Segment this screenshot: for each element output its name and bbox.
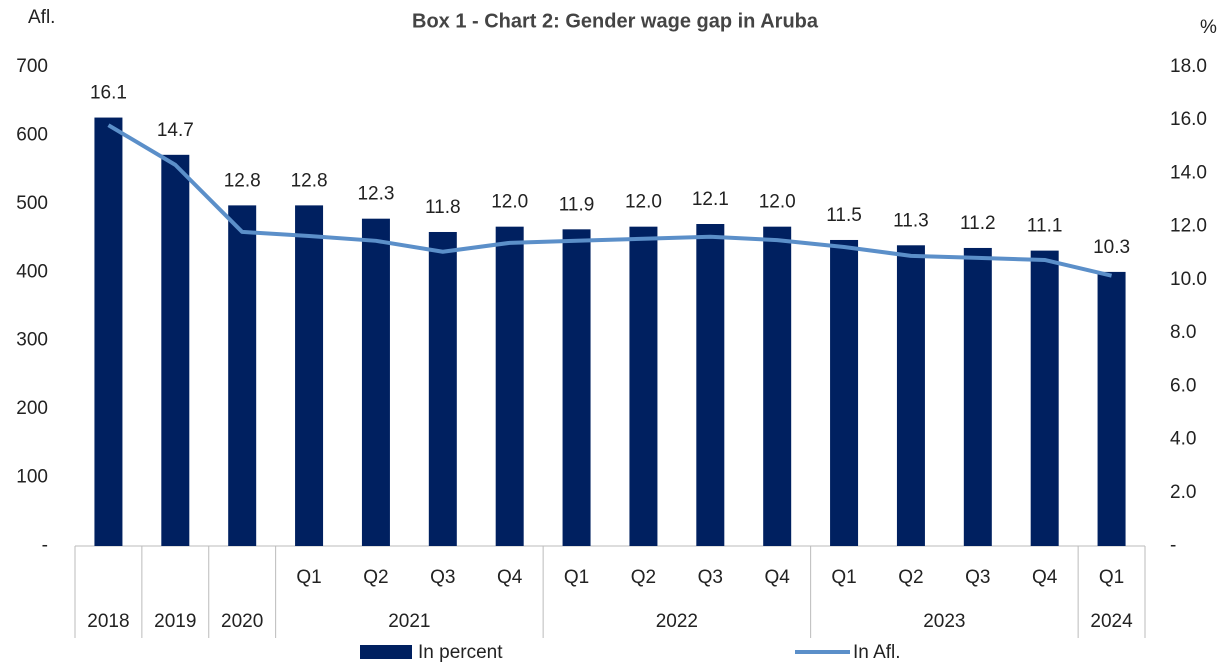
y2-tick-label: 10.0 <box>1170 269 1207 290</box>
data-label: 11.8 <box>425 197 461 218</box>
data-label: 14.7 <box>157 120 194 141</box>
y-tick-label: 700 <box>16 56 48 77</box>
y2-tick-label: 16.0 <box>1170 109 1207 130</box>
x-tick-label: Q2 <box>898 567 923 588</box>
x-tick-label: Q2 <box>631 567 656 588</box>
data-label: 12.3 <box>357 184 394 205</box>
chart-title: Box 1 - Chart 2: Gender wage gap in Arub… <box>412 10 819 32</box>
legend-label: In Afl. <box>853 642 901 663</box>
data-label: 11.1 <box>1027 216 1063 237</box>
x-tick-label: Q3 <box>430 567 455 588</box>
data-label: 10.3 <box>1093 237 1130 258</box>
x-tick-label: Q3 <box>698 567 723 588</box>
bar <box>696 224 725 546</box>
bar <box>562 229 591 547</box>
bar <box>161 154 190 547</box>
y2-tick-label: 6.0 <box>1170 375 1196 396</box>
group-label: 2018 <box>87 611 129 632</box>
y-tick-label: - <box>42 535 48 556</box>
y2-tick-label: 2.0 <box>1170 482 1196 503</box>
bar <box>495 226 524 546</box>
x-tick-label: Q2 <box>363 567 388 588</box>
data-label: 12.0 <box>491 192 528 213</box>
x-tick-label: Q4 <box>497 567 523 588</box>
group-label: 2022 <box>656 611 698 632</box>
bar <box>1097 271 1126 546</box>
data-label: 12.8 <box>224 170 261 191</box>
data-label: 12.0 <box>759 192 796 213</box>
y-tick-label: 300 <box>16 330 48 351</box>
data-label: 11.9 <box>559 194 595 215</box>
data-label: 12.1 <box>692 189 729 210</box>
x-tick-label: Q1 <box>564 567 589 588</box>
y2-tick-label: 18.0 <box>1170 56 1207 77</box>
y-tick-label: 200 <box>16 398 48 419</box>
bar <box>1030 250 1059 546</box>
group-label: 2020 <box>221 611 263 632</box>
data-label: 11.3 <box>893 210 929 231</box>
bar <box>361 218 390 546</box>
y2-tick-label: 14.0 <box>1170 162 1207 183</box>
y-tick-label: 100 <box>16 467 48 488</box>
bar <box>896 245 925 547</box>
x-tick-label: Q4 <box>765 567 791 588</box>
y2-tick-label: 4.0 <box>1170 429 1196 450</box>
x-tick-label: Q1 <box>296 567 321 588</box>
bar <box>228 205 257 546</box>
group-label: 2023 <box>923 611 965 632</box>
y-tick-label: 600 <box>16 124 48 145</box>
group-label: 2024 <box>1090 611 1133 632</box>
legend-swatch <box>360 645 412 659</box>
y-tick-label: 500 <box>16 193 48 214</box>
group-label: 2019 <box>154 611 196 632</box>
bar <box>428 231 457 546</box>
group-label: 2021 <box>388 611 430 632</box>
x-tick-label: Q3 <box>965 567 990 588</box>
bar <box>295 205 324 546</box>
y2-tick-label: 12.0 <box>1170 216 1207 237</box>
data-label: 12.0 <box>625 192 662 213</box>
legend-label: In percent <box>418 642 503 663</box>
data-label: 11.2 <box>960 213 996 234</box>
bar <box>629 226 658 546</box>
y2-axis-label: % <box>1200 17 1217 38</box>
x-tick-label: Q1 <box>1099 567 1124 588</box>
bar <box>763 226 792 546</box>
y2-tick-label: - <box>1170 535 1176 556</box>
y2-tick-label: 8.0 <box>1170 322 1196 343</box>
y-axis-label: Afl. <box>28 7 55 28</box>
line <box>107 123 1113 278</box>
y-tick-label: 400 <box>16 261 48 282</box>
bar <box>94 117 123 547</box>
bar <box>830 239 859 546</box>
x-tick-label: Q4 <box>1032 567 1058 588</box>
data-label: 16.1 <box>90 83 127 104</box>
data-label: 11.5 <box>826 205 862 226</box>
x-tick-label: Q1 <box>831 567 856 588</box>
bar <box>963 247 992 546</box>
data-label: 12.8 <box>291 170 328 191</box>
